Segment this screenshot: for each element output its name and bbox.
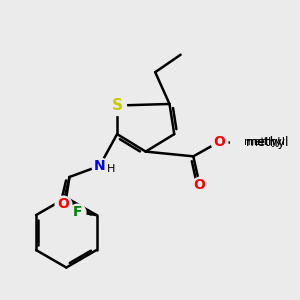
Text: H: H (106, 164, 115, 174)
Text: O: O (194, 178, 206, 192)
Text: O: O (57, 197, 69, 211)
Text: F: F (73, 205, 82, 219)
Text: methyl: methyl (246, 136, 289, 148)
Text: methyl: methyl (244, 137, 280, 147)
Text: N: N (94, 159, 106, 173)
Text: O: O (213, 135, 225, 149)
Text: S: S (112, 98, 123, 113)
Text: methyl: methyl (246, 137, 285, 147)
